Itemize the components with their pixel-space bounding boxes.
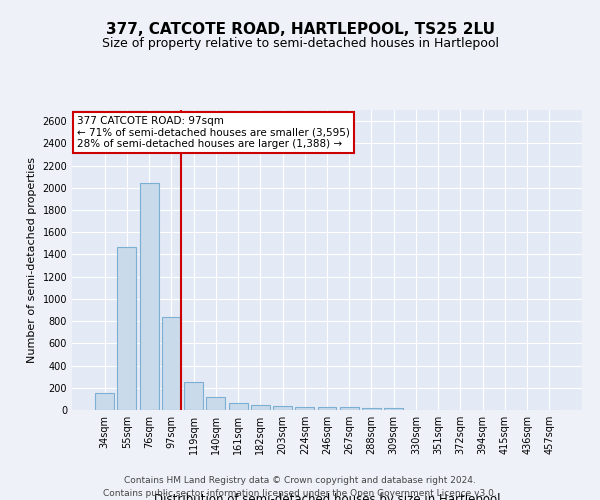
Bar bbox=[273, 406, 292, 410]
Bar bbox=[295, 406, 314, 410]
Y-axis label: Number of semi-detached properties: Number of semi-detached properties bbox=[27, 157, 37, 363]
X-axis label: Distribution of semi-detached houses by size in Hartlepool: Distribution of semi-detached houses by … bbox=[154, 493, 500, 500]
Text: 377 CATCOTE ROAD: 97sqm
← 71% of semi-detached houses are smaller (3,595)
28% of: 377 CATCOTE ROAD: 97sqm ← 71% of semi-de… bbox=[77, 116, 350, 149]
Bar bbox=[340, 407, 359, 410]
Bar bbox=[206, 397, 225, 410]
Bar bbox=[229, 403, 248, 410]
Bar bbox=[95, 393, 114, 410]
Bar bbox=[251, 406, 270, 410]
Bar bbox=[118, 246, 136, 410]
Bar bbox=[384, 408, 403, 410]
Bar bbox=[184, 382, 203, 410]
Bar bbox=[317, 407, 337, 410]
Text: 377, CATCOTE ROAD, HARTLEPOOL, TS25 2LU: 377, CATCOTE ROAD, HARTLEPOOL, TS25 2LU bbox=[106, 22, 494, 38]
Bar bbox=[140, 184, 158, 410]
Text: Size of property relative to semi-detached houses in Hartlepool: Size of property relative to semi-detach… bbox=[101, 38, 499, 51]
Bar bbox=[162, 317, 181, 410]
Bar bbox=[362, 408, 381, 410]
Text: Contains HM Land Registry data © Crown copyright and database right 2024.
Contai: Contains HM Land Registry data © Crown c… bbox=[103, 476, 497, 498]
